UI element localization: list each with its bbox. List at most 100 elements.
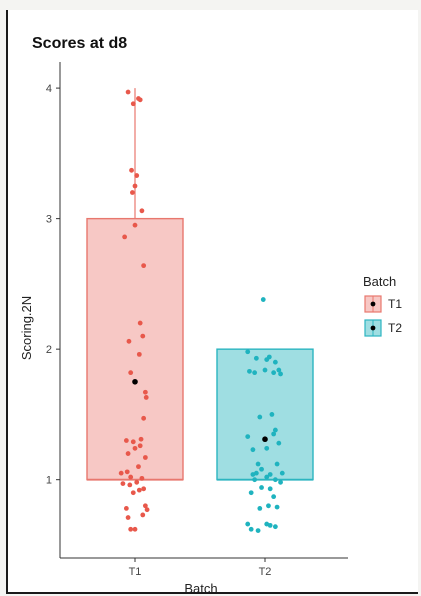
x-axis-title: Batch: [184, 581, 217, 592]
data-point-t1: [136, 487, 142, 493]
data-point-t2: [255, 528, 261, 533]
data-point-t2: [245, 349, 251, 355]
data-point-t1: [143, 395, 149, 400]
mean-point-t1: [132, 378, 138, 385]
data-point-t2: [262, 367, 268, 373]
data-point-t1: [142, 503, 148, 509]
data-point-t1: [137, 320, 143, 326]
data-point-t2: [248, 490, 254, 496]
data-point-t2: [259, 466, 264, 472]
data-point-t1: [124, 469, 130, 475]
data-point-t2: [272, 477, 278, 483]
data-point-t2: [274, 461, 280, 467]
data-point-t1: [132, 445, 138, 451]
data-point-t1: [142, 455, 148, 460]
legend-label-t1: T1: [388, 297, 402, 311]
box-t1: [86, 217, 184, 481]
y-tick-label: 1: [46, 475, 52, 487]
data-point-t2: [259, 485, 264, 490]
data-point-t2: [271, 494, 277, 500]
data-point-t2: [271, 431, 277, 437]
data-point-t1: [139, 475, 145, 481]
data-point-t1: [141, 263, 147, 269]
data-point-t2: [252, 370, 258, 376]
data-point-t1: [141, 415, 147, 421]
chart-title: Scores at d8: [32, 35, 127, 52]
plot-area: 1 2 3 4 T1 T2: [46, 62, 348, 578]
data-point-t2: [278, 371, 283, 377]
data-point-t1: [128, 526, 134, 532]
data-point-t2: [266, 503, 271, 509]
data-point-t2: [267, 486, 273, 492]
data-point-t2: [257, 414, 263, 420]
data-point-t1: [123, 438, 129, 443]
data-point-t2: [245, 521, 251, 527]
data-point-t2: [250, 472, 256, 477]
data-point-t1: [134, 173, 140, 178]
data-point-t1: [132, 183, 138, 189]
data-point-t1: [130, 101, 136, 107]
y-axis-title: Scoring.2N: [19, 296, 34, 360]
data-point-t1: [128, 474, 134, 480]
data-point-t2: [272, 427, 278, 433]
data-point-t1: [137, 97, 143, 103]
x-tick-label: T1: [129, 566, 142, 578]
data-point-t1: [127, 482, 133, 488]
data-point-t1: [125, 89, 131, 95]
data-point-t2: [264, 445, 270, 451]
y-tick-label: 3: [46, 214, 52, 226]
data-point-t2: [257, 506, 263, 511]
data-point-t1: [140, 333, 146, 339]
data-point-t1: [125, 515, 131, 520]
data-point-t1: [130, 490, 136, 496]
data-point-t1: [141, 486, 147, 492]
data-point-t1: [125, 451, 131, 456]
data-point-t1: [128, 370, 134, 376]
data-point-t1: [140, 512, 146, 518]
data-point-t2: [272, 359, 278, 365]
data-point-t2: [278, 479, 283, 485]
data-point-t2: [271, 370, 277, 376]
data-point-t2: [245, 434, 251, 440]
data-point-t1: [132, 526, 138, 532]
data-point-t2: [279, 470, 285, 476]
data-point-t2: [267, 472, 273, 477]
data-point-t2: [276, 367, 282, 373]
data-point-t1: [123, 506, 129, 511]
boxplot-chart: Scores at d8 1 2 3 4 T1 T2 Batch Scoring.2N B…: [19, 35, 402, 592]
data-point-t1: [142, 389, 148, 395]
data-point-t1: [129, 167, 134, 173]
data-point-t2: [272, 524, 278, 530]
data-point-t2: [267, 522, 273, 528]
data-point-t1: [118, 470, 124, 476]
data-point-t1: [137, 443, 143, 449]
data-point-t1: [134, 479, 140, 485]
data-point-t2: [264, 357, 270, 362]
data-point-t2: [276, 440, 282, 446]
data-point-t2: [252, 477, 258, 483]
data-point-t1: [139, 208, 145, 214]
data-point-t2: [260, 297, 266, 302]
legend: Batch T1 T2: [363, 274, 402, 337]
data-point-t1: [122, 234, 128, 240]
data-point-t1: [138, 436, 144, 442]
legend-title: Batch: [363, 274, 396, 289]
mean-point-t2: [262, 436, 268, 443]
legend-swatch-dot: [370, 301, 376, 307]
data-point-t2: [247, 368, 252, 374]
data-point-t1: [130, 439, 136, 445]
data-point-t2: [255, 461, 261, 467]
x-tick-label: T2: [259, 566, 272, 578]
data-point-t2: [269, 412, 275, 417]
data-point-t1: [136, 464, 141, 470]
data-point-t1: [120, 481, 126, 486]
data-point-t2: [250, 447, 256, 453]
y-tick-label: 4: [46, 83, 52, 95]
data-point-t2: [248, 526, 254, 532]
data-point-t1: [130, 190, 135, 195]
legend-label-t2: T2: [388, 321, 402, 335]
data-point-t1: [126, 338, 132, 344]
data-point-t1: [136, 351, 142, 357]
data-point-t2: [253, 355, 259, 361]
data-point-t2: [264, 474, 270, 480]
